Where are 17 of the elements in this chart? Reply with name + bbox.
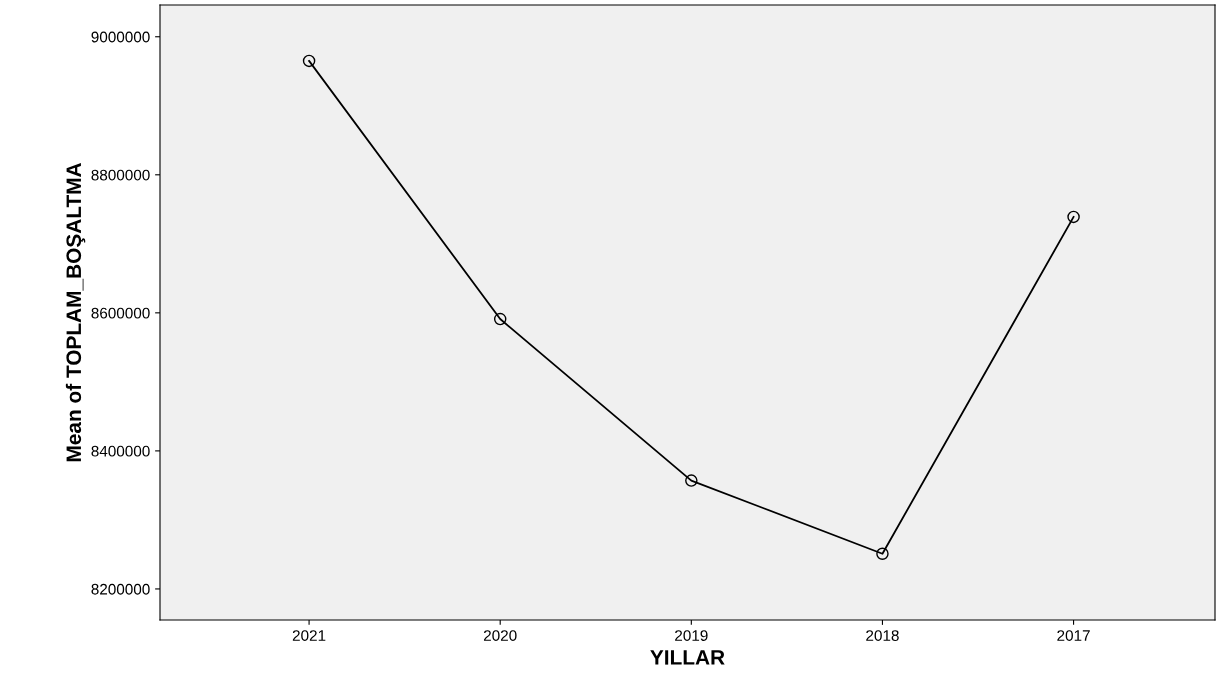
x-axis-title: YILLAR [650, 650, 725, 665]
y-tick-label: 8800000 [91, 169, 150, 181]
y-tick-label: 9000000 [91, 31, 150, 43]
point [302, 54, 316, 68]
y-tick-label: 8400000 [91, 445, 150, 457]
x-tick-label: 2017 [1057, 630, 1090, 641]
x-tick-label: 2020 [483, 630, 517, 641]
point [1067, 210, 1080, 224]
point [493, 312, 507, 326]
y-axis-title: Mean of TOPLAM_BOŞALTMA [65, 162, 86, 462]
y-tick-label: 8600000 [91, 307, 150, 319]
point [685, 474, 698, 487]
x-tick-label: 2018 [866, 630, 899, 641]
x-tick-label: 2019 [675, 630, 708, 641]
point [876, 547, 889, 560]
y-tick-label: 8200000 [91, 583, 150, 595]
x-tick-label: 2021 [292, 630, 326, 641]
